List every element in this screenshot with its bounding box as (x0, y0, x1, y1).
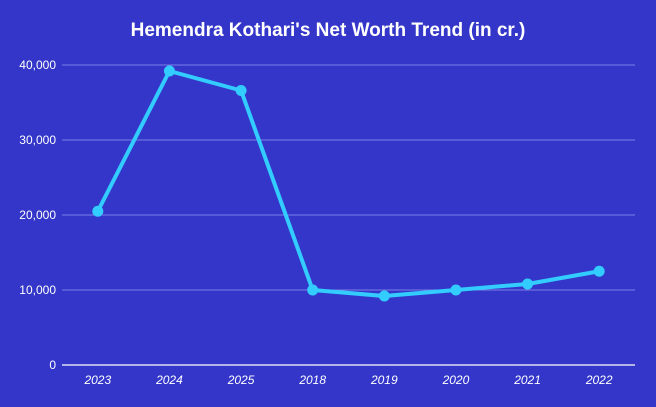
x-tick-label: 2018 (298, 373, 326, 387)
data-point (450, 284, 462, 296)
x-tick-label: 2020 (442, 373, 470, 387)
data-point (307, 284, 319, 296)
data-point (163, 65, 175, 77)
x-tick-label: 2024 (155, 373, 183, 387)
axis-layer: 0 10,000 20,000 30,000 40,000 2023 2024 2025 201… (19, 58, 635, 387)
x-tick-label: 2021 (513, 373, 541, 387)
y-tick-label: 0 (49, 358, 56, 372)
y-tick-label: 40,000 (19, 58, 56, 72)
data-point (522, 278, 534, 290)
series-layer (92, 65, 605, 302)
x-tick-label: 2019 (370, 373, 398, 387)
x-tick-label: 2023 (83, 373, 111, 387)
data-point (92, 205, 104, 217)
series-line (95, 69, 602, 298)
grid-layer (62, 64, 635, 291)
x-tick-label: 2022 (585, 373, 613, 387)
data-point (235, 85, 247, 96)
data-point (378, 290, 390, 302)
y-tick-label: 10,000 (19, 283, 56, 297)
y-tick-label: 20,000 (19, 208, 56, 222)
chart-title: Hemendra Kothari's Net Worth Trend (in c… (130, 20, 526, 41)
y-tick-label: 30,000 (19, 133, 56, 147)
data-point (593, 265, 605, 277)
x-tick-label: 2025 (227, 373, 255, 387)
